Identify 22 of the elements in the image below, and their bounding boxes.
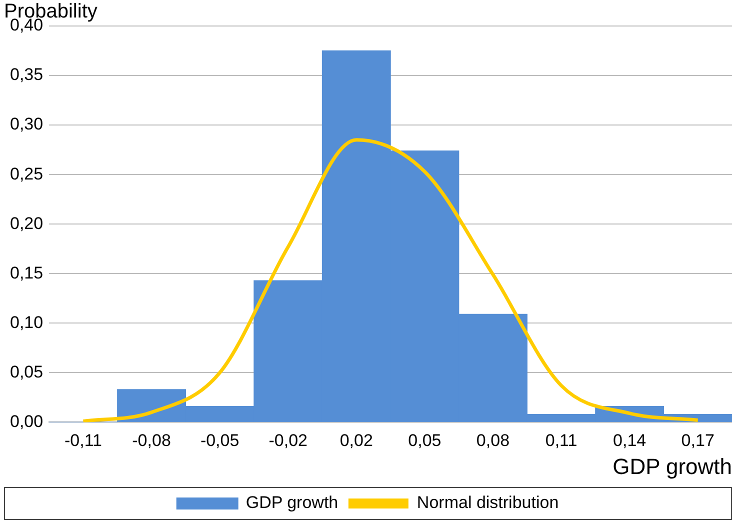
x-tick-label: 0,11 <box>545 431 578 450</box>
x-tick-label: 0,08 <box>476 431 510 450</box>
legend-label: Normal distribution <box>416 493 559 512</box>
y-tick-label: 0,05 <box>10 362 44 382</box>
x-axis-title: GDP growth <box>612 454 732 479</box>
line-series <box>81 138 700 422</box>
y-tick-label: 0,15 <box>10 263 44 282</box>
y-tick-label: 0,35 <box>10 65 44 84</box>
x-tick-label: -0,08 <box>132 431 171 450</box>
x-tick-label: 0,05 <box>408 431 442 450</box>
y-tick-label: 0,25 <box>10 164 44 184</box>
x-tick-label: 0,02 <box>340 431 373 450</box>
y-tick-label: 0,10 <box>10 312 44 332</box>
legend-label: GDP growth <box>246 493 338 512</box>
x-tick-label: 0,17 <box>681 431 714 450</box>
y-tick-label: 0,30 <box>10 114 44 134</box>
x-tick-label: 0,14 <box>613 431 646 450</box>
x-tick-label: -0,02 <box>268 431 308 450</box>
x-tick-label: -0,11 <box>64 431 102 450</box>
x-tick-label: -0,05 <box>200 431 240 450</box>
y-tick-label: 0,00 <box>10 412 44 431</box>
y-tick-label: 0,20 <box>10 214 44 233</box>
